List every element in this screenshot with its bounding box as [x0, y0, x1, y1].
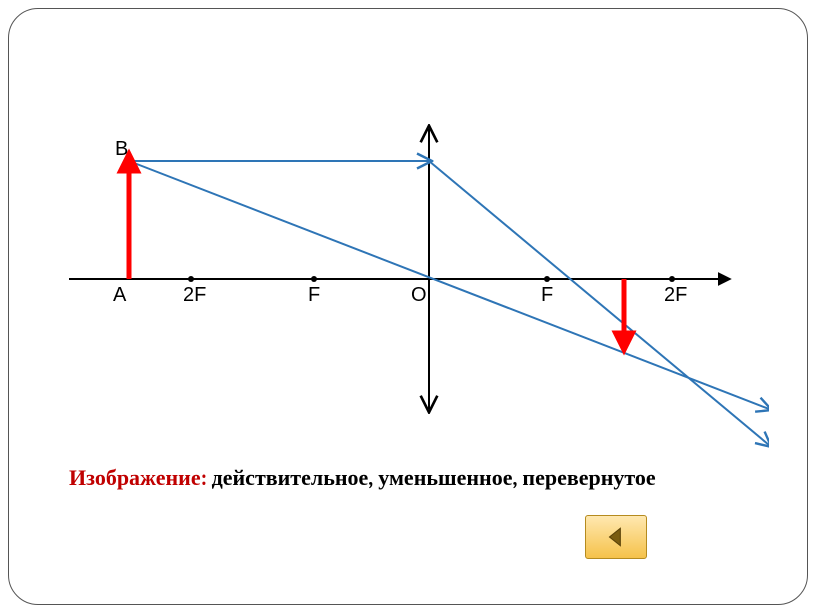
- caption: Изображение: действительное, уменьшенное…: [69, 464, 689, 494]
- ray-refracted-through-f: [429, 161, 769, 445]
- label-o: O: [411, 284, 427, 306]
- label-2f-right: 2F: [664, 284, 687, 306]
- caption-leader: Изображение:: [69, 465, 207, 491]
- nav-back-button[interactable]: [585, 515, 647, 559]
- label-f-right: F: [541, 284, 553, 306]
- label-a: A: [113, 284, 127, 306]
- label-b: B: [115, 138, 128, 160]
- label-f-left: F: [308, 284, 320, 306]
- optics-diagram: A 2F F O F 2F B: [69, 109, 769, 449]
- point-2f-left: [188, 276, 194, 282]
- diagram-svg: A 2F F O F 2F B: [69, 109, 769, 449]
- nav-back-icon: [603, 524, 629, 550]
- point-2f-right: [669, 276, 675, 282]
- point-f-right: [544, 276, 550, 282]
- label-2f-left: 2F: [183, 284, 206, 306]
- caption-rest: действительное, уменьшенное, перевернуто…: [207, 465, 656, 491]
- slide-frame: A 2F F O F 2F B Изображение: действитель…: [8, 8, 808, 605]
- point-f-left: [311, 276, 317, 282]
